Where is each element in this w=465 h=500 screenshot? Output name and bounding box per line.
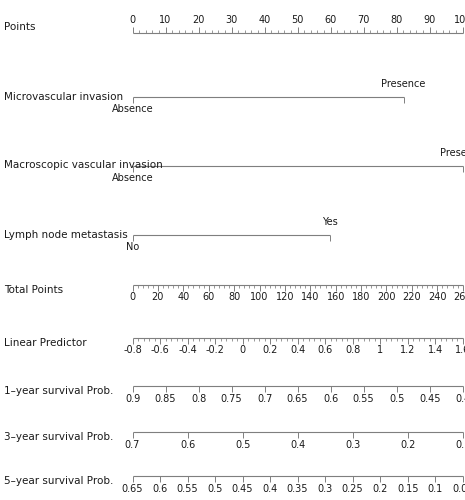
Text: 0.6: 0.6 xyxy=(318,345,333,355)
Text: 0.35: 0.35 xyxy=(287,484,308,494)
Text: -0.8: -0.8 xyxy=(123,345,142,355)
Text: 100: 100 xyxy=(453,15,465,25)
Text: 1.4: 1.4 xyxy=(427,345,443,355)
Text: 20: 20 xyxy=(193,15,205,25)
Text: 0.45: 0.45 xyxy=(232,484,253,494)
Text: 80: 80 xyxy=(391,15,403,25)
Text: 70: 70 xyxy=(358,15,370,25)
Text: 20: 20 xyxy=(152,292,164,302)
Text: 1–year survival Prob.: 1–year survival Prob. xyxy=(4,386,113,396)
Text: 0: 0 xyxy=(129,15,136,25)
Text: 0.75: 0.75 xyxy=(221,394,242,404)
Text: 0.85: 0.85 xyxy=(155,394,176,404)
Text: 0.4: 0.4 xyxy=(455,394,465,404)
Text: 40: 40 xyxy=(259,15,271,25)
Text: Presence: Presence xyxy=(440,148,465,158)
Text: No: No xyxy=(126,242,139,252)
Text: 0.5: 0.5 xyxy=(389,394,405,404)
Text: 0.9: 0.9 xyxy=(125,394,140,404)
Text: 0.7: 0.7 xyxy=(257,394,272,404)
Text: 0.65: 0.65 xyxy=(287,394,308,404)
Text: 120: 120 xyxy=(276,292,294,302)
Text: Lymph node metastasis: Lymph node metastasis xyxy=(4,230,127,239)
Text: 3–year survival Prob.: 3–year survival Prob. xyxy=(4,432,113,442)
Text: Yes: Yes xyxy=(322,217,338,227)
Text: Absence: Absence xyxy=(112,173,153,183)
Text: 200: 200 xyxy=(377,292,396,302)
Text: Points: Points xyxy=(4,22,35,32)
Text: 80: 80 xyxy=(228,292,240,302)
Text: -0.4: -0.4 xyxy=(178,345,197,355)
Text: Presence: Presence xyxy=(381,79,426,89)
Text: 0.2: 0.2 xyxy=(372,484,388,494)
Text: 0.3: 0.3 xyxy=(318,484,333,494)
Text: 40: 40 xyxy=(177,292,189,302)
Text: 1: 1 xyxy=(377,345,383,355)
Text: 0.5: 0.5 xyxy=(207,484,223,494)
Text: 0.8: 0.8 xyxy=(345,345,360,355)
Text: 180: 180 xyxy=(352,292,370,302)
Text: 0.2: 0.2 xyxy=(262,345,278,355)
Text: 90: 90 xyxy=(424,15,436,25)
Text: 240: 240 xyxy=(428,292,446,302)
Text: 0.5: 0.5 xyxy=(235,440,250,450)
Text: 30: 30 xyxy=(226,15,238,25)
Text: 0.15: 0.15 xyxy=(397,484,419,494)
Text: 0.65: 0.65 xyxy=(122,484,143,494)
Text: 1.2: 1.2 xyxy=(400,345,415,355)
Text: 50: 50 xyxy=(292,15,304,25)
Text: 60: 60 xyxy=(203,292,215,302)
Text: 0.7: 0.7 xyxy=(125,440,140,450)
Text: 0.4: 0.4 xyxy=(262,484,278,494)
Text: 1.6: 1.6 xyxy=(455,345,465,355)
Text: 0.6: 0.6 xyxy=(180,440,195,450)
Text: Absence: Absence xyxy=(112,104,153,114)
Text: -0.2: -0.2 xyxy=(206,345,225,355)
Text: 0.55: 0.55 xyxy=(353,394,374,404)
Text: 0.3: 0.3 xyxy=(345,440,360,450)
Text: 0.55: 0.55 xyxy=(177,484,199,494)
Text: 160: 160 xyxy=(326,292,345,302)
Text: 0: 0 xyxy=(129,292,136,302)
Text: 0.25: 0.25 xyxy=(342,484,364,494)
Text: 0.6: 0.6 xyxy=(153,484,168,494)
Text: 5–year survival Prob.: 5–year survival Prob. xyxy=(4,476,113,486)
Text: 0.4: 0.4 xyxy=(290,345,305,355)
Text: 0: 0 xyxy=(239,345,246,355)
Text: 0.6: 0.6 xyxy=(323,394,338,404)
Text: Total Points: Total Points xyxy=(4,285,63,295)
Text: 0.1: 0.1 xyxy=(427,484,443,494)
Text: Linear Predictor: Linear Predictor xyxy=(4,338,86,347)
Text: Microvascular invasion: Microvascular invasion xyxy=(4,92,123,102)
Text: -0.6: -0.6 xyxy=(151,345,169,355)
Text: 0.1: 0.1 xyxy=(455,440,465,450)
Text: 140: 140 xyxy=(301,292,319,302)
Text: 0.4: 0.4 xyxy=(290,440,305,450)
Text: 220: 220 xyxy=(403,292,421,302)
Text: 260: 260 xyxy=(453,292,465,302)
Text: 60: 60 xyxy=(325,15,337,25)
Text: Macroscopic vascular invasion: Macroscopic vascular invasion xyxy=(4,160,162,170)
Text: 0.45: 0.45 xyxy=(419,394,440,404)
Text: 0.2: 0.2 xyxy=(400,440,415,450)
Text: 100: 100 xyxy=(250,292,269,302)
Text: 0.8: 0.8 xyxy=(191,394,206,404)
Text: 0.05: 0.05 xyxy=(452,484,465,494)
Text: 10: 10 xyxy=(159,15,172,25)
